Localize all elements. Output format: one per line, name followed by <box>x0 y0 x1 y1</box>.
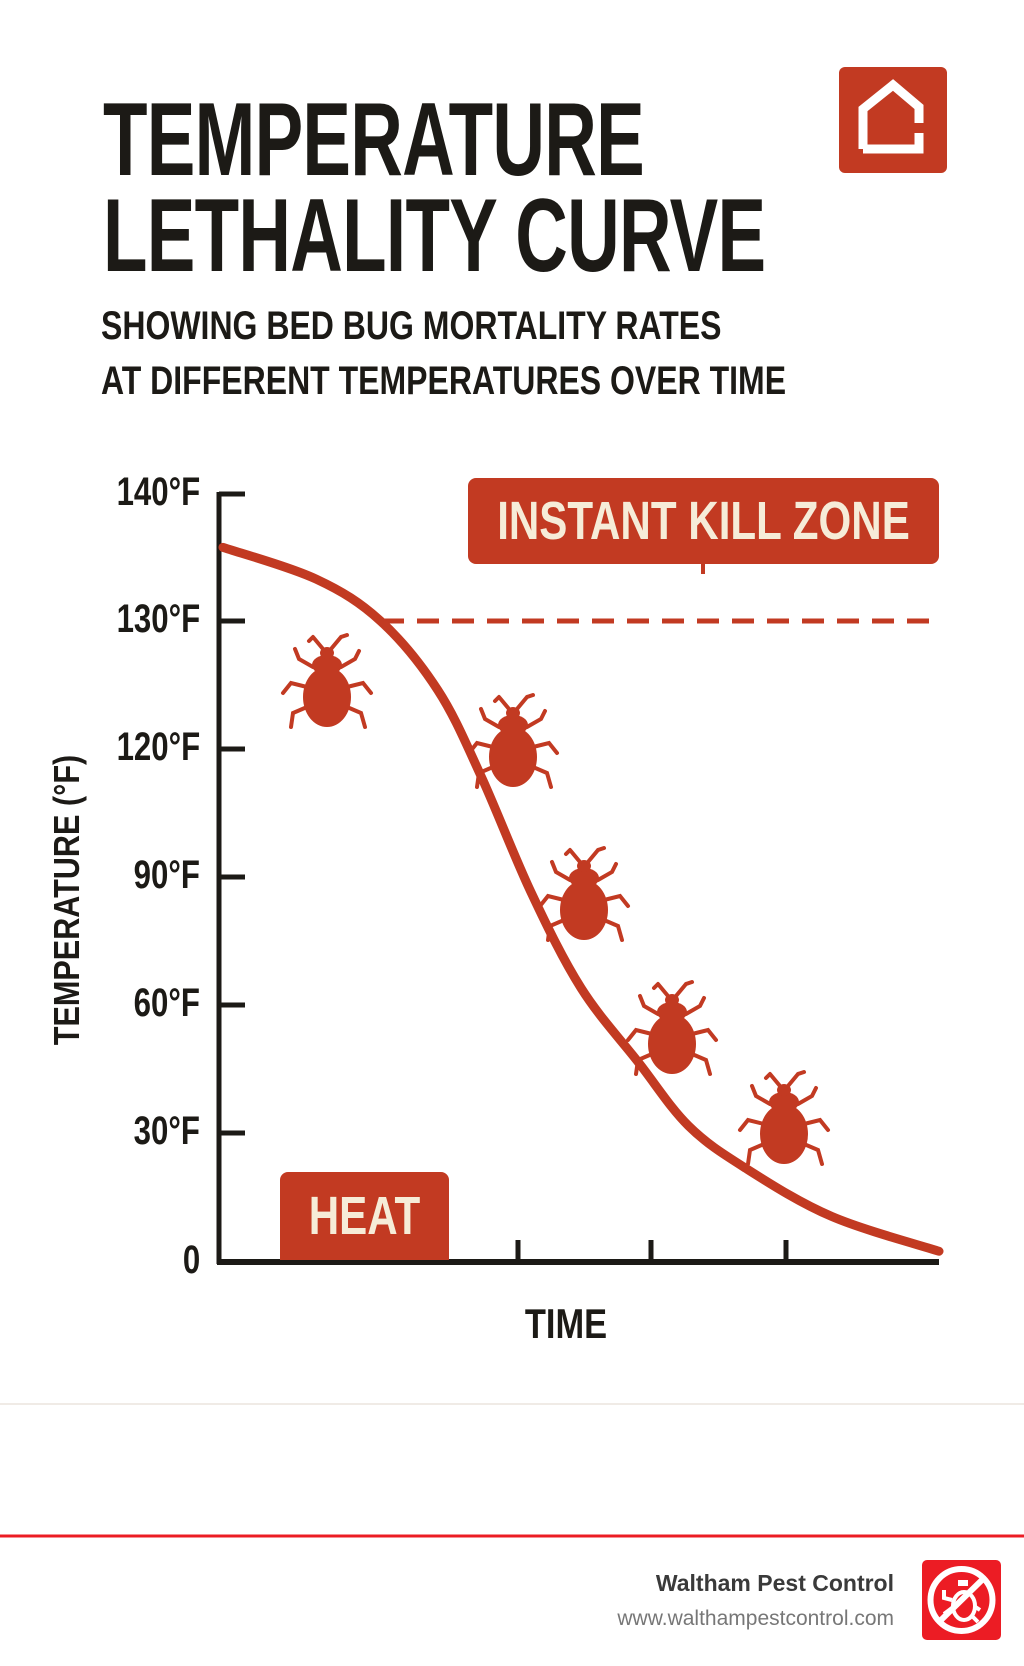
kill-zone-text: INSTANT KILL ZONE <box>497 491 910 551</box>
y-tick-label: 0 <box>182 1238 200 1282</box>
house-icon <box>839 67 947 173</box>
title-line-2: LETHALITY CURVE <box>103 178 766 294</box>
x-axis-label: TIME <box>524 1300 608 1347</box>
company-url[interactable]: www.walthampestcontrol.com <box>617 1607 894 1630</box>
y-tick-label: 90°F <box>133 853 200 897</box>
title-line-1: TEMPERATURE <box>103 82 645 198</box>
bed-bug-icon <box>738 1070 830 1166</box>
y-tick-label: 140°F <box>116 470 200 514</box>
no-bug-icon <box>922 1560 1001 1640</box>
bed-bug-icon <box>626 980 718 1076</box>
subtitle-line-1: SHOWING BED BUG MORTALITY RATES <box>101 304 722 348</box>
heat-text: HEAT <box>308 1186 421 1246</box>
bed-bug-icon <box>281 633 373 729</box>
y-tick-label: 120°F <box>116 725 200 769</box>
lethality-curve <box>218 542 944 1256</box>
instant-kill-zone-label: INSTANT KILL ZONE <box>468 478 939 564</box>
heat-label: HEAT <box>280 1172 449 1260</box>
bed-bug-icon <box>467 693 559 789</box>
bed-bug-icon <box>538 846 630 942</box>
subtitle-line-2: AT DIFFERENT TEMPERATURES OVER TIME <box>101 359 787 403</box>
y-tick-label: 60°F <box>133 981 200 1025</box>
company-name: Waltham Pest Control <box>655 1570 894 1596</box>
y-tick-label: 30°F <box>133 1109 200 1153</box>
y-tick-label: 130°F <box>116 597 200 641</box>
